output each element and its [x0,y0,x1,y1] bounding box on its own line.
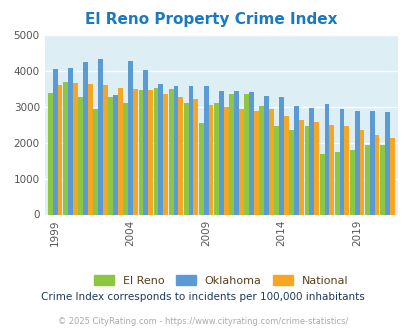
Bar [83,62,87,215]
Text: © 2025 CityRating.com - https://www.cityrating.com/crime-statistics/: © 2025 CityRating.com - https://www.city… [58,317,347,326]
Bar [163,94,168,214]
Bar [183,103,188,214]
Bar [259,106,264,214]
Bar [228,94,233,214]
Bar [138,90,143,214]
Bar [304,126,309,214]
Legend: El Reno, Oklahoma, National: El Reno, Oklahoma, National [90,270,352,290]
Bar [103,85,107,214]
Bar [244,94,248,214]
Bar [213,103,218,214]
Bar [379,145,384,214]
Bar [128,61,133,214]
Bar [48,93,53,214]
Bar [328,124,333,214]
Bar [374,135,379,214]
Bar [173,86,178,214]
Bar [313,122,318,214]
Bar [354,111,359,214]
Bar [198,123,203,214]
Bar [218,91,223,214]
Bar [279,97,284,214]
Bar [309,108,313,214]
Bar [58,85,62,214]
Bar [294,106,298,214]
Bar [53,69,58,215]
Bar [253,111,258,214]
Bar [369,111,374,214]
Bar [153,88,158,214]
Text: Crime Index corresponds to incidents per 100,000 inhabitants: Crime Index corresponds to incidents per… [41,292,364,302]
Bar [274,126,279,214]
Bar [193,99,198,214]
Bar [359,130,363,214]
Bar [268,109,273,214]
Bar [334,152,339,214]
Bar [298,120,303,214]
Bar [364,145,369,214]
Bar [63,82,68,214]
Bar [72,83,77,214]
Bar [284,116,288,214]
Bar [289,130,294,214]
Bar [87,83,92,214]
Bar [384,112,389,214]
Bar [148,90,153,214]
Bar [238,110,243,214]
Bar [68,68,72,214]
Bar [143,70,148,214]
Bar [118,88,123,214]
Bar [188,86,193,214]
Bar [324,104,328,214]
Bar [168,89,173,214]
Bar [339,110,343,214]
Bar [233,91,238,214]
Bar [158,84,163,214]
Bar [343,126,348,214]
Bar [389,138,394,214]
Bar [248,92,253,214]
Bar [108,96,113,214]
Bar [123,103,128,214]
Bar [113,95,118,214]
Bar [78,97,83,214]
Text: El Reno Property Crime Index: El Reno Property Crime Index [85,12,337,26]
Bar [98,59,103,214]
Bar [93,110,98,214]
Bar [208,105,213,214]
Bar [223,107,228,214]
Bar [264,96,268,214]
Bar [203,86,208,214]
Bar [349,150,354,214]
Bar [133,89,138,214]
Bar [319,154,324,214]
Bar [178,97,183,214]
